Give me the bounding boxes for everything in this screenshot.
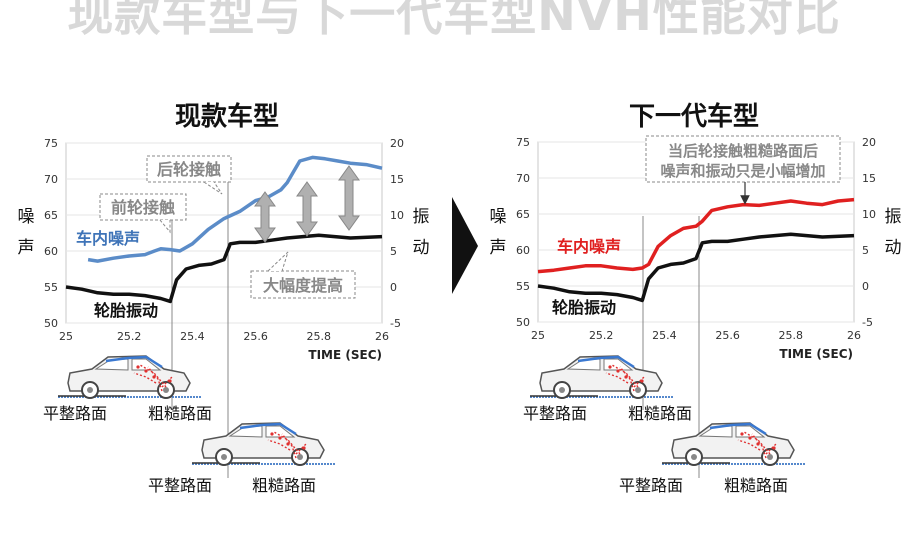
y-tick-left: 75 [44,137,58,150]
annotation-box-rear [146,155,232,183]
y-tick-left: 70 [516,172,530,185]
x-tick: 25.4 [180,330,205,343]
y-tick-right: 0 [862,280,869,293]
diagram-label: 平整路面 [43,404,107,423]
y-tick-right: -5 [862,316,873,329]
diagram-label: 平整路面 [148,476,212,495]
x-tick: 25.6 [715,329,740,342]
page-title: 现款车型与下一代车型NVH性能对比 [67,0,841,41]
vibration-series-line [537,232,855,303]
y-tick-left: 65 [516,208,530,221]
x-tick: 25.2 [117,330,142,343]
y-axis-label-left: 噪 [490,207,507,227]
x-axis-label: TIME (SEC) [308,348,382,362]
x-tick: 26 [847,329,861,342]
x-tick: 26 [375,330,389,343]
y-tick-left: 50 [516,316,530,329]
y-tick-left: 50 [44,317,58,330]
y-tick-right: 0 [390,281,397,294]
chart-title: 现款车型 [175,101,279,132]
diagram-label: 粗糙路面 [724,476,788,495]
x-tick: 25.8 [779,329,804,342]
y-axis-label-right: 振 [885,207,902,227]
vibration-series-line [65,233,383,304]
y-tick-right: 5 [862,244,869,257]
y-tick-right: 10 [862,208,876,221]
x-tick: 25.4 [652,329,677,342]
x-tick: 25 [59,330,73,343]
y-axis-label-right: 振 [413,207,430,227]
annotation-line-2: 噪声和振动只是小幅增加 [660,162,825,180]
y-tick-right: 5 [390,245,397,258]
svg-text:声: 声 [18,238,35,258]
car-diagram-rear [190,421,337,467]
y-tick-right: 15 [390,173,404,186]
diagram-label: 粗糙路面 [628,404,692,423]
noise-series-line [87,155,383,263]
car-diagram-rear [660,421,807,467]
noise-series-line [537,197,855,274]
annotation-front-contact: 前轮接触 [111,198,175,217]
series-label-vibration: 轮胎振动 [552,298,616,317]
current-model-chart: 现款车型 50 55 60 65 70 75 -5 0 5 10 15 20 25 25.2 25.4 25.… [18,101,430,495]
svg-text:动: 动 [885,238,902,258]
series-label-noise: 车内噪声 [76,229,140,248]
y-tick-left: 70 [44,173,58,186]
y-axis-label-left: 噪 [18,207,35,227]
series-label-vibration: 轮胎振动 [94,301,158,320]
diagram-label: 平整路面 [619,476,683,495]
y-tick-right: 20 [390,137,404,150]
annotation-rear-contact: 后轮接触 [157,160,221,179]
y-tick-left: 75 [516,136,530,149]
annotation-box-increase [250,270,356,299]
annotation-increase: 大幅度提高 [263,276,343,295]
svg-text:动: 动 [413,238,430,258]
comparison-arrow-icon [452,197,478,294]
annotation-line-1: 当后轮接触粗糙路面后 [668,142,818,160]
next-model-chart: 下一代车型 50 55 60 65 70 75 -5 0 5 10 15 20 25 25.2 25.4 25… [490,101,902,495]
y-tick-left: 55 [516,280,530,293]
y-tick-left: 65 [44,209,58,222]
annotation-box [645,135,841,183]
y-tick-right: 20 [862,136,876,149]
y-tick-left: 55 [44,281,58,294]
chart-title: 下一代车型 [629,101,759,132]
car-diagram-front [56,354,203,400]
x-tick: 25 [531,329,545,342]
series-label-noise: 车内噪声 [557,237,621,256]
annotation-box-front [99,193,187,221]
x-axis-label: TIME (SEC) [779,347,853,361]
y-tick-right: 10 [390,209,404,222]
y-tick-right: 15 [862,172,876,185]
axis-ticks: 50 55 60 65 70 75 -5 0 5 10 15 20 25 25.2 25.4 25.6 25.8… [44,137,404,343]
x-tick: 25.6 [243,330,268,343]
car-diagram-front [528,354,675,400]
increase-arrows [254,165,360,243]
y-tick-right: -5 [390,317,401,330]
x-tick: 25.8 [307,330,332,343]
x-tick: 25.2 [589,329,614,342]
y-tick-left: 60 [516,244,530,257]
y-tick-left: 60 [44,245,58,258]
svg-text:声: 声 [490,238,507,258]
diagram-label: 平整路面 [523,404,587,423]
axis-ticks: 50 55 60 65 70 75 -5 0 5 10 15 20 25 25.2 25.4 25.6 25.8… [516,136,876,342]
diagram-label: 粗糙路面 [148,404,212,423]
diagram-label: 粗糙路面 [252,476,316,495]
